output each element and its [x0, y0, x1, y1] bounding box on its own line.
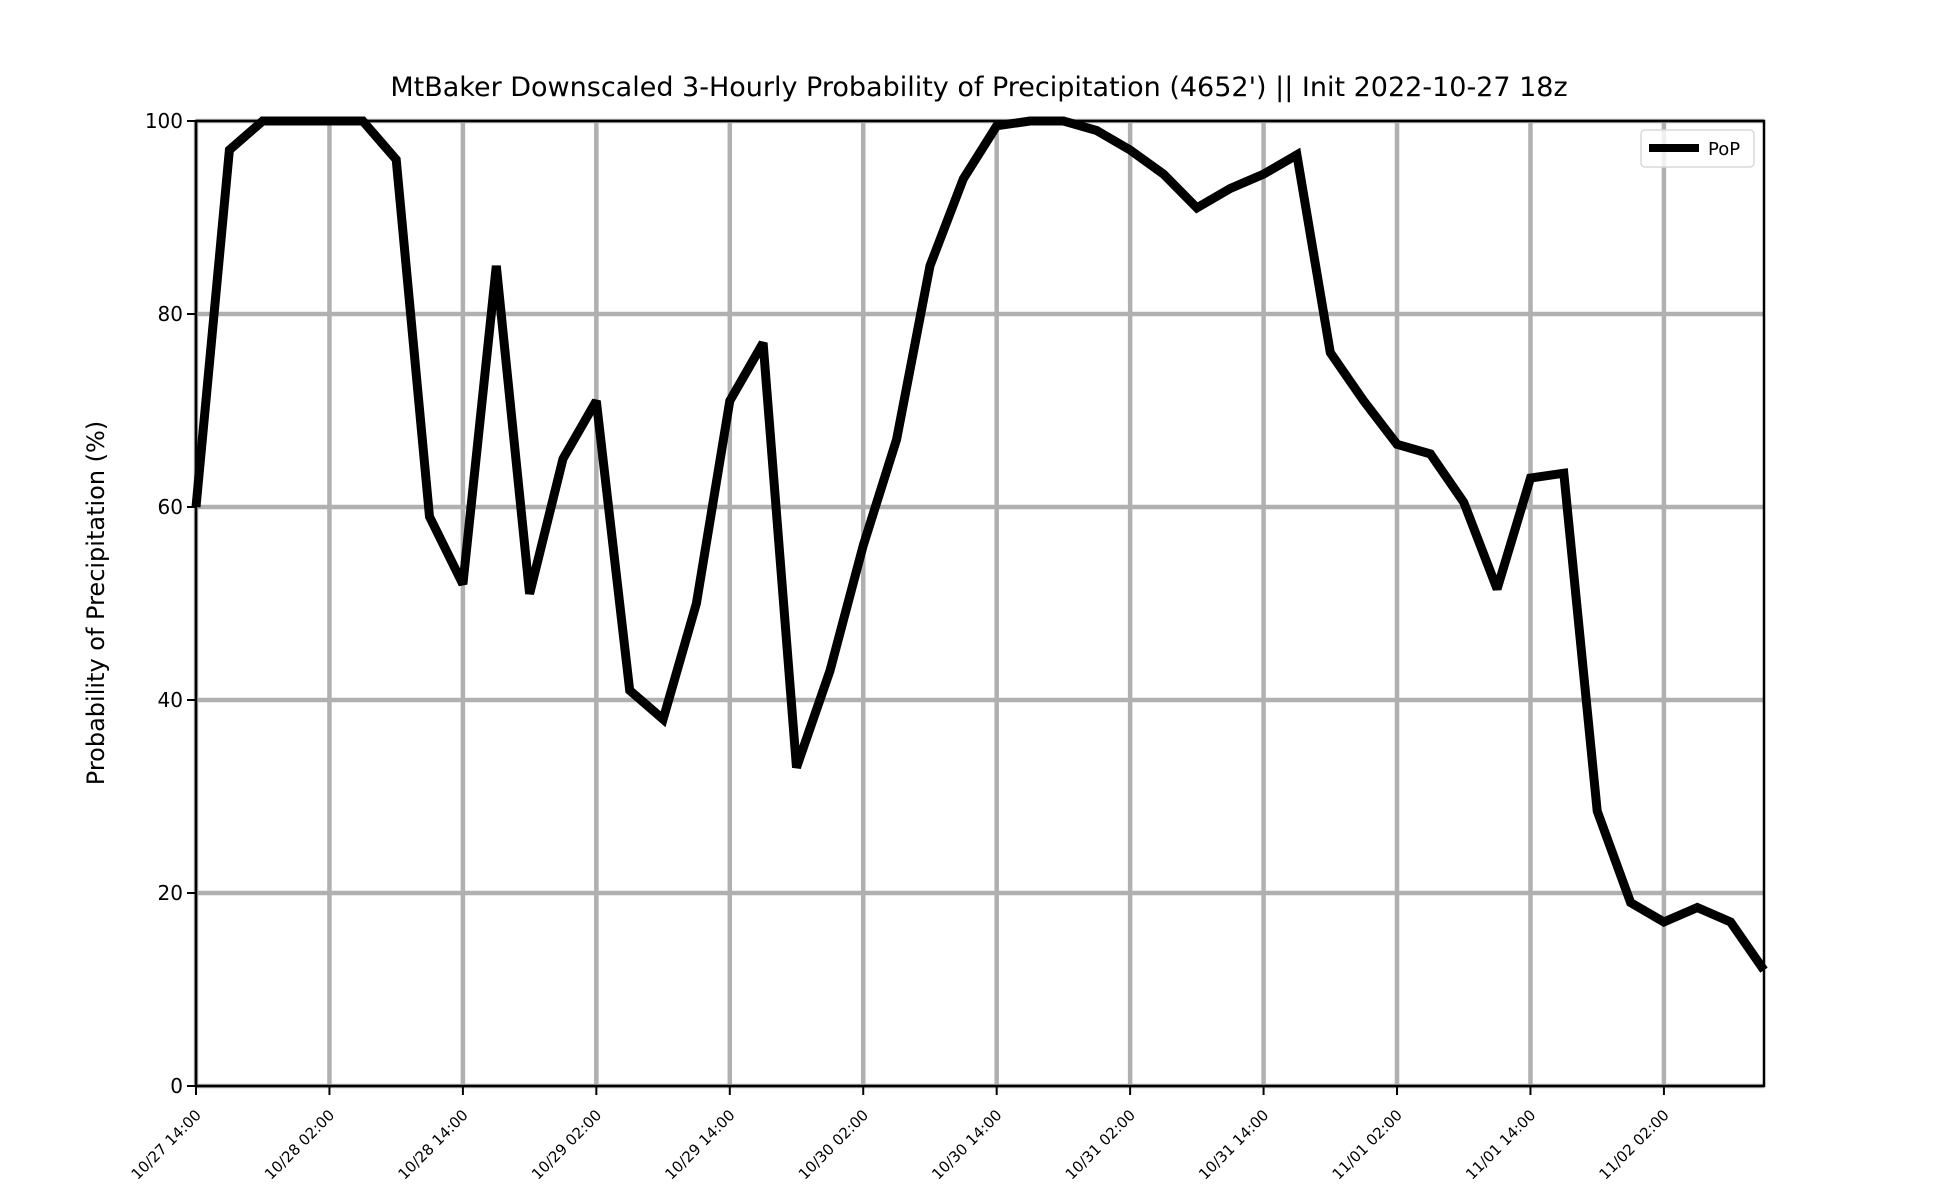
y-tick-label: 80 — [158, 302, 183, 326]
plot-frame — [194, 119, 1766, 1088]
series-layer — [191, 116, 1768, 973]
legend-label-pop: PoP — [1708, 139, 1740, 160]
y-tick-label: 100 — [145, 109, 183, 133]
y-tick-label: 20 — [158, 881, 183, 905]
series-line-pop — [191, 116, 1768, 973]
y-axis-label: Probability of Precipitation (%) — [82, 421, 110, 785]
legend: PoP — [1640, 129, 1755, 168]
y-tick-label: 0 — [170, 1074, 183, 1098]
y-tick-label: 60 — [158, 495, 183, 519]
y-tick-label: 40 — [158, 688, 183, 712]
chart-title: MtBaker Downscaled 3-Hourly Probability … — [390, 72, 1567, 103]
